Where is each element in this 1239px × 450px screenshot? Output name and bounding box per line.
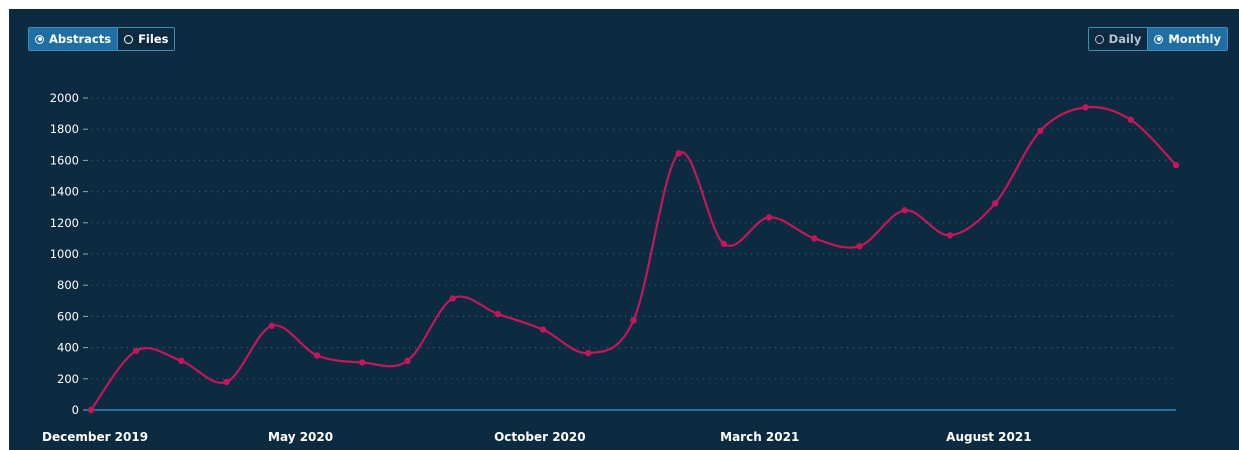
x-tick-label: October 2020 [494,430,586,444]
data-point [811,235,818,242]
data-point [720,240,728,248]
data-point [585,349,592,357]
data-source-toggle: Abstracts Files [28,27,176,51]
y-tick-label: 1000 [50,247,79,261]
daily-label: Daily [1108,32,1142,46]
data-point [991,200,999,207]
data-point [178,357,185,365]
y-tick-label: 0 [72,403,79,417]
data-point [1037,127,1044,134]
x-tick-label: December 2019 [42,430,148,444]
monthly-toggle-button[interactable]: Monthly [1147,28,1227,50]
y-tick-label: 200 [57,372,79,386]
y-axis: 0 200 400 600 800 1000 1200 1400 1600 1800 2000 [50,91,1176,417]
data-point [449,295,456,302]
data-point [1172,161,1180,169]
y-tick-label: 1800 [50,122,79,136]
y-tick-label: 1600 [50,153,79,167]
data-point [1127,116,1134,124]
data-point [359,359,366,366]
data-point [630,317,637,324]
line-chart: 0 200 400 600 800 1000 1200 1400 1600 1800 2000 De… [42,91,1180,444]
monthly-label: Monthly [1168,32,1221,46]
radio-checked-icon [1154,34,1164,44]
series-line [90,105,1177,411]
y-tick-label: 1400 [50,185,79,199]
data-point [268,322,276,329]
radio-unchecked-icon [124,34,134,44]
x-tick-label: May 2020 [268,430,333,444]
chart-panel: Abstracts Files Daily Monthly 0 200 400 600… [9,9,1239,450]
radio-unchecked-icon [1094,34,1104,44]
data-point [87,406,95,414]
data-point [539,326,547,333]
x-tick-label: March 2021 [720,430,799,444]
grid-lines [83,97,1176,411]
interval-toggle: Daily Monthly [1087,27,1228,51]
data-point [946,232,954,239]
data-point [765,214,773,221]
series-layer [87,104,1180,414]
data-point [494,310,502,318]
y-tick-label: 1200 [50,216,79,230]
y-tick-label: 800 [57,278,79,292]
data-point [901,207,908,214]
y-tick-label: 600 [57,309,79,323]
abstracts-label: Abstracts [49,32,112,46]
x-tick-label: August 2021 [946,430,1031,444]
abstracts-toggle-button[interactable]: Abstracts [29,28,118,50]
data-point [856,243,863,250]
files-label: Files [138,32,169,46]
x-axis: December 2019 May 2020 October 2020 March 2… [42,430,1032,444]
data-point [133,347,140,354]
data-point [223,378,230,386]
data-point [1082,104,1089,111]
data-point [313,352,321,359]
radio-checked-icon [35,34,44,44]
data-point [675,150,682,157]
daily-toggle-button[interactable]: Daily [1088,28,1148,50]
y-tick-label: 400 [57,341,79,355]
files-toggle-button[interactable]: Files [117,28,175,50]
data-point [404,357,411,365]
y-tick-label: 2000 [50,91,79,105]
